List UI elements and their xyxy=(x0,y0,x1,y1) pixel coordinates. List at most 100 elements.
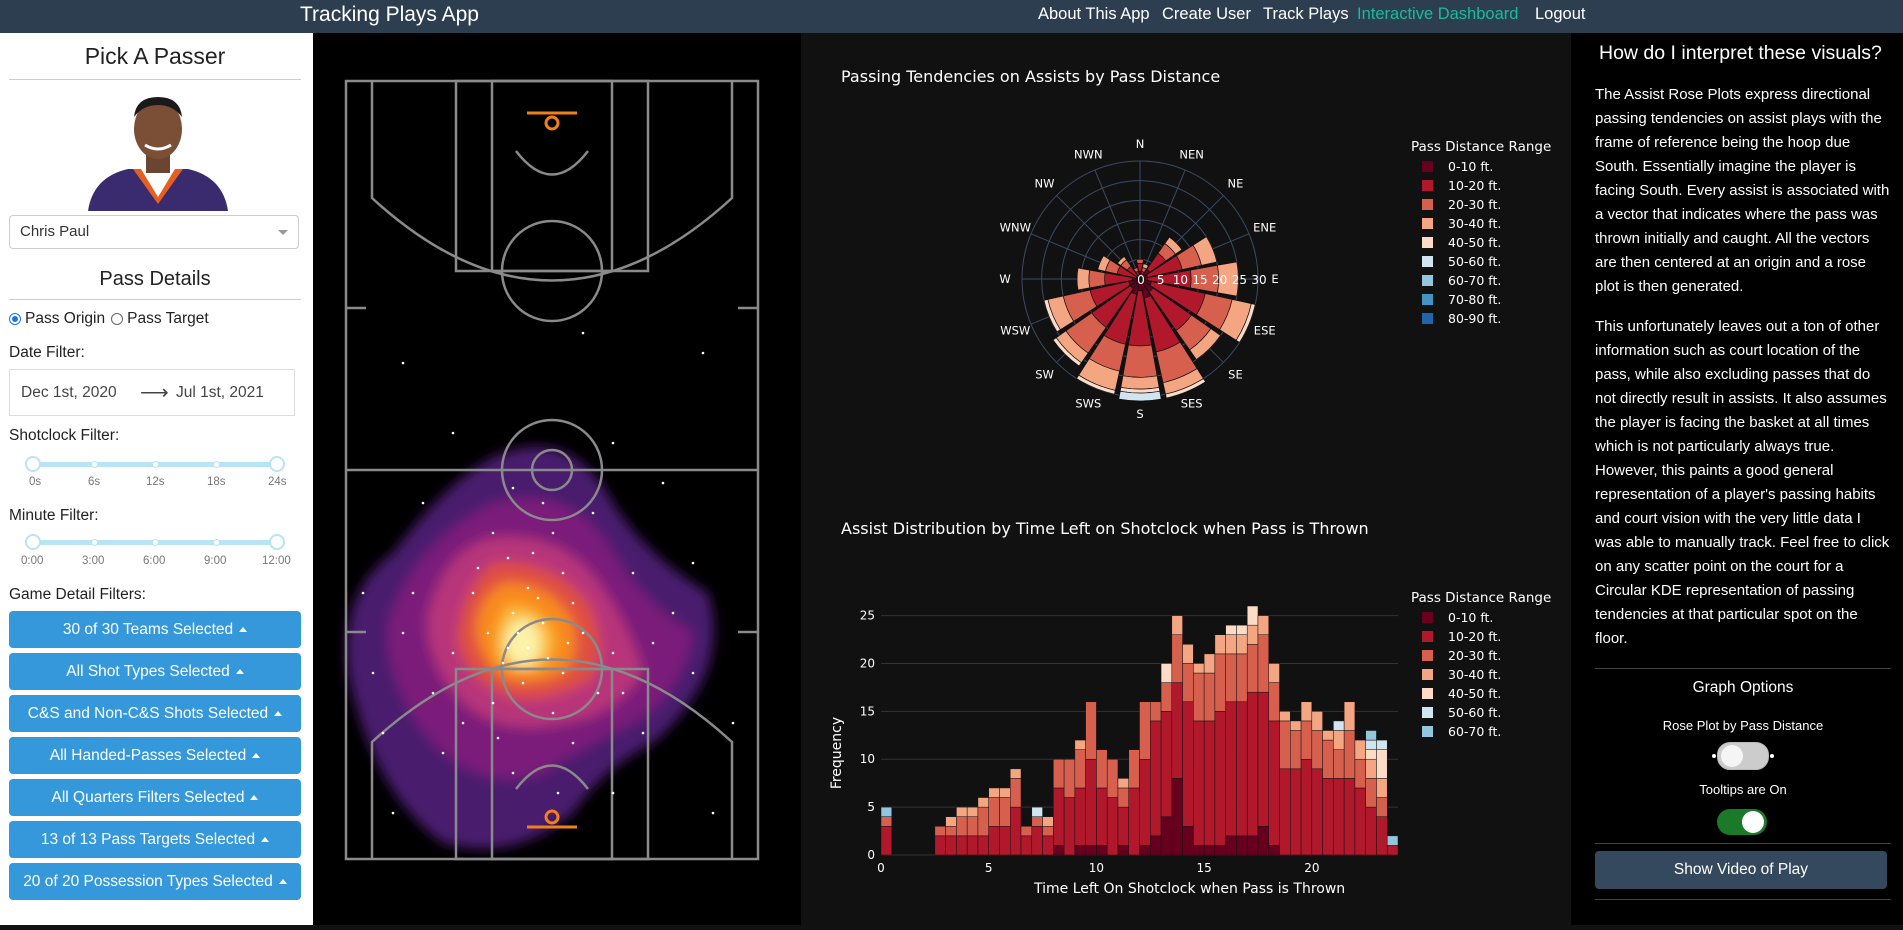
histogram-bar-segment[interactable] xyxy=(1193,720,1205,846)
histogram-bar-segment[interactable] xyxy=(977,797,989,808)
show-video-button[interactable]: Show Video of Play xyxy=(1595,851,1887,889)
rose-legend-swatch[interactable] xyxy=(1422,256,1433,267)
histogram-bar-segment[interactable] xyxy=(1150,701,1162,722)
histogram-bar-segment[interactable] xyxy=(934,826,946,837)
histogram-bar-segment[interactable] xyxy=(1150,835,1162,856)
histogram-bar-segment[interactable] xyxy=(1020,826,1033,837)
histogram-bar-segment[interactable] xyxy=(1225,624,1237,635)
histogram-bar-segment[interactable] xyxy=(1193,663,1205,674)
pass-targets-filter-button[interactable]: 13 of 13 Pass Targets Selected xyxy=(9,821,301,858)
histogram-bar-segment[interactable] xyxy=(1225,634,1237,655)
histogram-bar-segment[interactable] xyxy=(1096,845,1108,856)
histogram-bar-segment[interactable] xyxy=(1365,739,1377,750)
histogram-bar-segment[interactable] xyxy=(1074,749,1086,789)
histogram-bar-segment[interactable] xyxy=(1386,845,1399,856)
nav-about[interactable]: About This App xyxy=(1038,5,1150,23)
histogram-bar-segment[interactable] xyxy=(1160,663,1173,683)
histogram-bar-segment[interactable] xyxy=(1182,663,1194,703)
histogram-bar-segment[interactable] xyxy=(1193,845,1205,856)
histogram-bar-segment[interactable] xyxy=(1139,758,1151,846)
histogram-legend-entry[interactable]: 10-20 ft. xyxy=(1448,629,1501,644)
nav-track-plays[interactable]: Track Plays xyxy=(1263,5,1349,23)
histogram-bar-segment[interactable] xyxy=(945,835,957,856)
histogram-bar-segment[interactable] xyxy=(1365,749,1377,760)
histogram-bar-segment[interactable] xyxy=(1214,653,1226,712)
histogram-legend-entry[interactable]: 0-10 ft. xyxy=(1448,610,1493,625)
histogram-bar-segment[interactable] xyxy=(1085,845,1097,856)
histogram-bar-segment[interactable] xyxy=(1354,787,1366,856)
histogram-bar-segment[interactable] xyxy=(1376,778,1388,798)
histogram-bar-segment[interactable] xyxy=(1225,701,1237,837)
histogram-bar-segment[interactable] xyxy=(1365,778,1377,808)
histogram-bar-segment[interactable] xyxy=(1225,653,1237,703)
histogram-bar-segment[interactable] xyxy=(1246,624,1259,645)
histogram-bar-segment[interactable] xyxy=(1074,739,1086,750)
nav-interactive-dashboard[interactable]: Interactive Dashboard xyxy=(1357,5,1519,23)
histogram-bar-segment[interactable] xyxy=(966,835,979,856)
histogram-legend-swatch[interactable] xyxy=(1422,612,1433,623)
histogram-bar-segment[interactable] xyxy=(1246,691,1259,837)
histogram-bar-segment[interactable] xyxy=(999,787,1011,798)
histogram-bar-segment[interactable] xyxy=(1117,845,1129,856)
histogram-bar-segment[interactable] xyxy=(1106,797,1119,856)
rose-legend-swatch[interactable] xyxy=(1422,180,1433,191)
histogram-bar-segment[interactable] xyxy=(1085,758,1097,846)
histogram-bar-segment[interactable] xyxy=(1214,711,1226,846)
histogram-bar-segment[interactable] xyxy=(1085,701,1097,760)
date-start-input[interactable]: Dec 1st, 2020 xyxy=(21,384,117,401)
histogram-bar-segment[interactable] xyxy=(1117,778,1129,789)
pass-origin-radio[interactable] xyxy=(9,313,21,325)
histogram-bar-segment[interactable] xyxy=(934,835,946,856)
nav-create-user[interactable]: Create User xyxy=(1162,5,1251,23)
histogram-bar-segment[interactable] xyxy=(1376,797,1388,817)
rose-legend-swatch[interactable] xyxy=(1422,161,1433,172)
histogram-bar-segment[interactable] xyxy=(1343,730,1356,779)
shotclock-range-slider[interactable] xyxy=(25,456,285,472)
histogram-bar-segment[interactable] xyxy=(1246,644,1259,693)
histogram-bar-segment[interactable] xyxy=(956,806,968,817)
histogram-bar-segment[interactable] xyxy=(1290,768,1302,856)
histogram-bar-segment[interactable] xyxy=(1354,739,1366,760)
histogram-legend-entry[interactable]: 20-30 ft. xyxy=(1448,648,1501,663)
histogram-bar-segment[interactable] xyxy=(1171,778,1183,856)
histogram-bar-segment[interactable] xyxy=(999,826,1011,856)
histogram-bar-segment[interactable] xyxy=(1117,806,1129,846)
histogram-bar-segment[interactable] xyxy=(1279,720,1291,770)
quarters-filter-button[interactable]: All Quarters Filters Selected xyxy=(9,779,301,816)
histogram-bar-segment[interactable] xyxy=(1333,749,1345,779)
rose-bar-segment[interactable] xyxy=(1164,236,1183,255)
histogram-bar-segment[interactable] xyxy=(1160,682,1173,712)
rose-legend-swatch[interactable] xyxy=(1422,199,1433,210)
rose-bars[interactable] xyxy=(1043,236,1256,402)
histogram-bar-segment[interactable] xyxy=(1225,835,1237,856)
histogram-bar-segment[interactable] xyxy=(1365,806,1377,856)
histogram-bar-segment[interactable] xyxy=(1139,701,1151,760)
histogram-bar-segment[interactable] xyxy=(1268,845,1280,856)
histogram-legend-swatch[interactable] xyxy=(1422,650,1433,661)
histogram-bar-segment[interactable] xyxy=(1150,720,1162,837)
rose-legend-swatch[interactable] xyxy=(1422,218,1433,229)
histogram-bar-segment[interactable] xyxy=(1365,730,1377,741)
histogram-bar-segment[interactable] xyxy=(1300,701,1313,722)
histogram-bar-segment[interactable] xyxy=(1322,730,1334,741)
handed-passes-filter-button[interactable]: All Handed-Passes Selected xyxy=(9,737,301,774)
histogram-bar-segment[interactable] xyxy=(1236,653,1248,703)
histogram-bar-segment[interactable] xyxy=(1376,739,1388,750)
rose-bar-segment[interactable] xyxy=(1122,344,1158,378)
histogram-bar-segment[interactable] xyxy=(1182,701,1194,827)
histogram-bar-segment[interactable] xyxy=(945,826,957,837)
rose-bar-segment[interactable] xyxy=(1116,255,1127,266)
histogram-bar-segment[interactable] xyxy=(1063,758,1076,798)
histogram-bar-segment[interactable] xyxy=(966,806,979,817)
histogram-bar-segment[interactable] xyxy=(1257,615,1269,635)
histogram-bar-segment[interactable] xyxy=(1376,816,1388,856)
teams-filter-button[interactable]: 30 of 30 Teams Selected xyxy=(9,611,301,648)
histogram-bar-segment[interactable] xyxy=(1020,835,1033,856)
histogram-bar-segment[interactable] xyxy=(1063,797,1076,856)
chevron-down-icon[interactable] xyxy=(278,230,288,235)
rose-legend-swatch[interactable] xyxy=(1422,275,1433,286)
histogram-bar-segment[interactable] xyxy=(999,797,1011,827)
histogram-bar-segment[interactable] xyxy=(1010,768,1022,779)
rose-legend-entry[interactable]: 10-20 ft. xyxy=(1448,178,1501,193)
histogram-bar-segment[interactable] xyxy=(1386,835,1399,846)
